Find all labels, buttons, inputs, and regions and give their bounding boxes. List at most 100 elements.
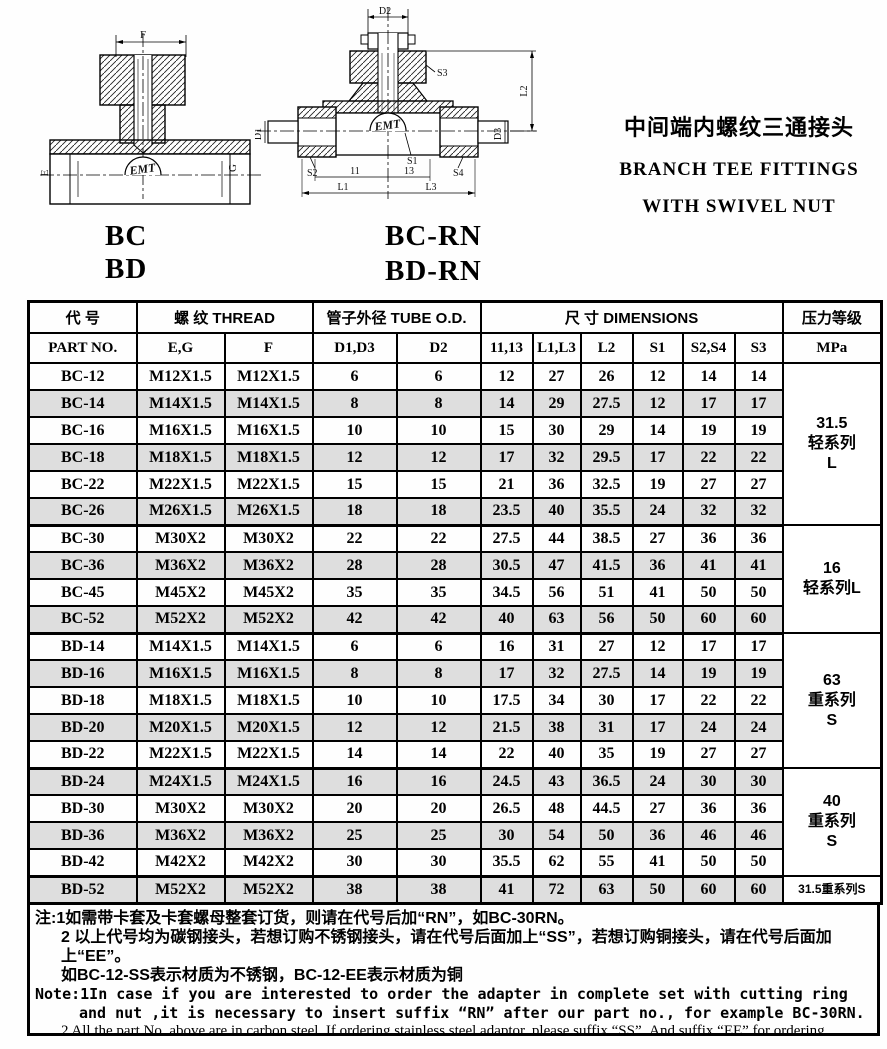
cell: 22	[479, 740, 534, 770]
cell: 21.5	[479, 713, 534, 742]
cell: 36	[631, 551, 684, 580]
cell: 63	[531, 605, 582, 635]
note-cn-2: 2 以上代号均为碳钢接头，若想订购不锈钢接头，请在代号后面加上“SS”，若想订购…	[61, 928, 832, 965]
col-header: F	[223, 332, 314, 364]
cell: M22X1.5	[223, 740, 314, 770]
part-no-cell: BD-52	[27, 875, 138, 904]
cell: M22X1.5	[135, 740, 226, 770]
cell: M16X1.5	[223, 659, 314, 688]
table-row: BC-18 M18X1.5 M18X1.5 12 12 17 32 29.5 17 22 22	[27, 443, 882, 472]
col-header: 尺 寸 DIMENSIONS	[479, 300, 784, 334]
cell: M36X2	[223, 821, 314, 850]
part-no-cell: BD-20	[27, 713, 138, 742]
col-header: D1,D3	[311, 332, 398, 364]
cell: 28	[395, 551, 482, 580]
table-row: BC-26 M26X1.5 M26X1.5 18 18 23.5 40 35.5 24 32 32	[27, 497, 882, 527]
table-row: BC-16 M16X1.5 M16X1.5 10 10 15 30 29 14 19 19	[27, 416, 882, 445]
part-no-cell: BC-16	[27, 416, 138, 445]
cell: 60	[733, 875, 784, 904]
cell: 38	[395, 875, 482, 904]
cell: M18X1.5	[135, 443, 226, 472]
cell: 15	[395, 470, 482, 499]
cell: 32.5	[579, 470, 634, 499]
spec-section: 代 号 螺 纹 THREAD 管子外径 TUBE O.D. 尺 寸 DIMENS…	[27, 300, 884, 1036]
table-row: BD-16 M16X1.5 M16X1.5 8 8 17 32 27.5 14 19 19	[27, 659, 882, 688]
cell: 24	[681, 713, 736, 742]
cell: 17	[631, 686, 684, 715]
pressure-cell: 63 重系列 S	[781, 632, 883, 769]
col-header: S3	[733, 332, 784, 364]
note-cn-3: 如BC-12-SS表示材质为不锈钢，BC-12-EE表示材质为铜	[61, 966, 463, 984]
cell: 38.5	[579, 524, 634, 553]
cell: 12	[311, 443, 398, 472]
cell: 14	[479, 389, 534, 418]
cell: 36	[531, 470, 582, 499]
cell: 34.5	[479, 578, 534, 607]
cell: M52X2	[223, 875, 314, 904]
cell: 35	[579, 740, 634, 770]
cell: 40	[531, 497, 582, 527]
cell: 50	[681, 848, 736, 878]
table-row: BD-36 M36X2 M36X2 25 25 30 54 50 36 46 46	[27, 821, 882, 850]
cell: M42X2	[223, 848, 314, 878]
cell: 35	[395, 578, 482, 607]
cell: 27	[733, 470, 784, 499]
cell: 27	[631, 524, 684, 553]
header-row-1: 代 号 螺 纹 THREAD 管子外径 TUBE O.D. 尺 寸 DIMENS…	[27, 300, 883, 334]
cell: 31	[531, 632, 582, 661]
cell: M18X1.5	[223, 443, 314, 472]
header-row-2: PART NO. E,G F D1,D3 D2 11,13 L1,L3 L2 S…	[27, 332, 883, 364]
cell: 30	[681, 767, 736, 796]
cell: 17	[631, 713, 684, 742]
cell: M42X2	[135, 848, 226, 878]
part-no-cell: BD-22	[27, 740, 138, 770]
col-header: E,G	[135, 332, 226, 364]
note-en-3: 2 All the part No. above are in carbon s…	[61, 1022, 825, 1036]
dim-label-s3: S3	[437, 68, 448, 79]
part-no-cell: BC-45	[27, 578, 138, 607]
drawing-caption-bd-rn: BD-RN	[385, 255, 482, 287]
cell: M36X2	[135, 551, 226, 580]
cell: 24.5	[479, 767, 534, 796]
cell: 50	[579, 821, 634, 850]
cell: 24	[733, 713, 784, 742]
cell: M52X2	[135, 605, 226, 635]
table-row: BC-12 M12X1.5 M12X1.5 6 6 12 27 26 12 14 14 31.5 轻系…	[27, 362, 883, 526]
cell: 46	[733, 821, 784, 850]
cell: 17.5	[479, 686, 534, 715]
cell: M12X1.5	[135, 362, 226, 391]
cell: 51	[579, 578, 634, 607]
dim-label-13: 13	[404, 166, 414, 177]
cell: 60	[733, 605, 784, 635]
cell: M36X2	[223, 551, 314, 580]
cell: 18	[311, 497, 398, 527]
pressure-cell: 40 重系列 S	[781, 767, 883, 877]
col-header: 螺 纹 THREAD	[135, 300, 314, 334]
cell: 28	[311, 551, 398, 580]
cell: 25	[395, 821, 482, 850]
part-no-cell: BC-12	[27, 362, 138, 391]
table-row: BC-14 M14X1.5 M14X1.5 8 8 14 29 27.5 12 17 17	[27, 389, 882, 418]
cell: 32	[681, 497, 736, 527]
cell: 22	[681, 443, 736, 472]
cell: 30	[311, 848, 398, 878]
part-no-cell: BD-16	[27, 659, 138, 688]
col-header: 11,13	[479, 332, 534, 364]
cell: 38	[531, 713, 582, 742]
page-title-en-1: BRANCH TEE FITTINGS	[619, 159, 859, 180]
cell: 19	[631, 740, 684, 770]
cell: 36	[631, 821, 684, 850]
cell: 14	[395, 740, 482, 770]
cell: 50	[733, 578, 784, 607]
table-row: BD-18 M18X1.5 M18X1.5 10 10 17.5 34 30 17 22 22	[27, 686, 882, 715]
cell: 32	[531, 659, 582, 688]
cell: 36	[681, 794, 736, 823]
cell: 32	[531, 443, 582, 472]
cell: 12	[631, 632, 684, 661]
pressure-cell: 31.5 轻系列 L	[781, 362, 883, 526]
cell: 36	[681, 524, 736, 553]
table-row: BC-22 M22X1.5 M22X1.5 15 15 21 36 32.5 19 27 27	[27, 470, 882, 499]
col-header: 代 号	[27, 300, 138, 334]
drawing-caption-bd: BD	[105, 253, 148, 285]
fitting-drawing-bc-rn: D2 EMT D1 D3	[255, 6, 537, 199]
